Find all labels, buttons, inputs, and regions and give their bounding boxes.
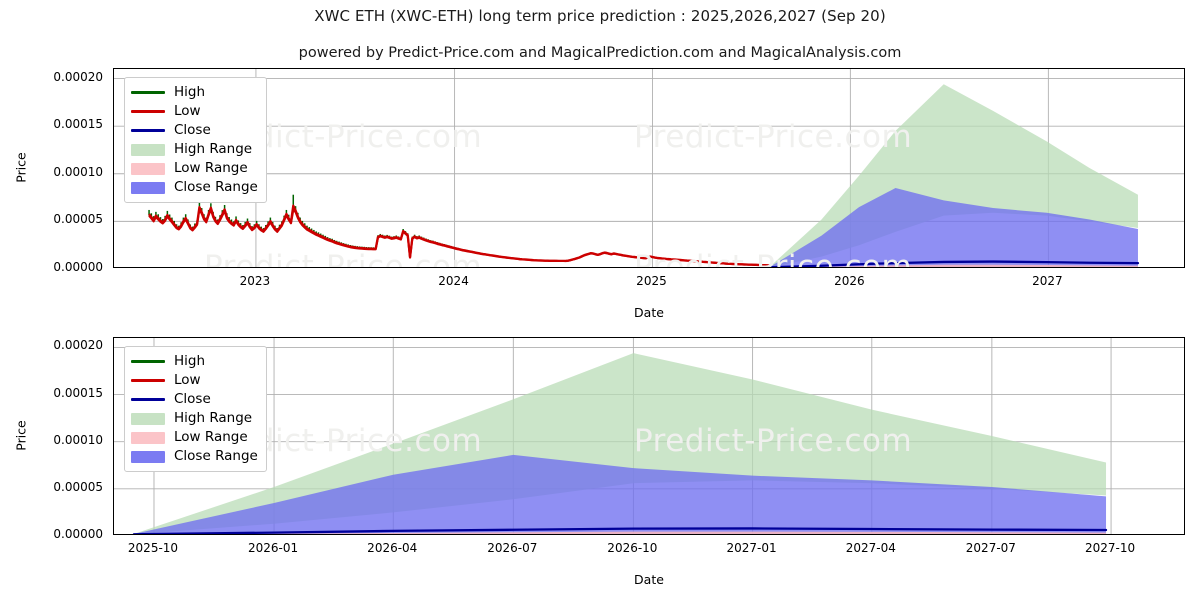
x-tick-label: 2026 [834, 274, 865, 288]
x-tick-label: 2027-01 [726, 541, 777, 555]
top-chart-x-axis-label: Date [634, 305, 664, 320]
legend-patch-swatch-icon [131, 143, 165, 156]
y-tick-label: 0.00020 [53, 69, 103, 84]
x-tick-label: 2026-01 [247, 541, 299, 555]
x-tick-label: 2025-10 [127, 541, 179, 555]
legend-item-label: Close [174, 121, 211, 138]
low-range-band [815, 264, 1138, 267]
top-chart-svg [114, 69, 1184, 267]
legend-item: High [131, 83, 258, 102]
y-tick-label: 0.00005 [53, 479, 103, 494]
y-tick-label: 0.00015 [53, 117, 103, 132]
legend-item: High [131, 352, 258, 371]
legend-patch-swatch-icon [131, 431, 165, 444]
legend-patch-swatch-icon [131, 450, 165, 463]
legend-item-label: Low [174, 371, 201, 388]
legend-item: Close [131, 121, 258, 140]
close-forecast-line [768, 260, 1140, 267]
top-chart-plot-area: Predict-Price.com Predict-Price.com Pred… [113, 68, 1185, 268]
bottom-chart-plot-area: Predict-Price.com Predict-Price.com High… [113, 337, 1185, 535]
low-range-band [225, 531, 1107, 534]
bottom-chart-svg [114, 338, 1184, 534]
historical-high-series [148, 194, 771, 266]
legend-patch-swatch-icon [131, 412, 165, 425]
x-tick-label: 2024 [438, 274, 469, 288]
legend-item: Low Range [131, 428, 258, 447]
y-tick-label: 0.00010 [53, 164, 103, 179]
historical-low-series [148, 204, 770, 267]
legend-item-label: High Range [174, 409, 253, 426]
page-subtitle: powered by Predict-Price.com and Magical… [298, 45, 902, 61]
bottom-chart-legend: High Low Close High Range Low Range Close Ran… [124, 346, 267, 472]
x-tick-label: 2027-10 [1084, 541, 1136, 555]
x-tick-label: 2027 [1032, 274, 1063, 288]
legend-item: Close Range [131, 178, 258, 197]
legend-line-swatch-icon [131, 87, 165, 99]
legend-item: Close Range [131, 447, 258, 466]
legend-item: High Range [131, 409, 258, 428]
legend-line-swatch-icon [131, 375, 165, 387]
close-range-band [769, 188, 1138, 267]
legend-item-label: Low Range [174, 428, 248, 445]
legend-item: Low [131, 371, 258, 390]
top-chart-legend: High Low Close High Range Low Range Close Ran… [124, 77, 267, 203]
close-range-band [133, 454, 1107, 534]
legend-line-swatch-icon [131, 356, 165, 368]
x-tick-label: 2025 [636, 274, 667, 288]
legend-item-label: Close [174, 390, 211, 407]
x-tick-label: 2026-04 [367, 541, 418, 555]
y-tick-label: 0.00020 [53, 338, 103, 353]
legend-line-swatch-icon [131, 394, 165, 406]
y-tick-label: 0.00015 [53, 385, 103, 400]
legend-item: Low [131, 102, 258, 121]
y-tick-label: 0.00000 [53, 527, 103, 541]
legend-item-label: High [174, 83, 206, 100]
close-forecast-line [132, 527, 1108, 534]
legend-item-label: High [174, 352, 206, 369]
legend-patch-swatch-icon [131, 162, 165, 175]
x-tick-label: 2023 [239, 274, 271, 288]
x-tick-label: 2027-04 [845, 541, 896, 555]
legend-patch-swatch-icon [131, 181, 165, 194]
x-tick-label: 2027-07 [965, 541, 1016, 555]
legend-item-label: Low [174, 102, 201, 119]
legend-item-label: High Range [174, 140, 253, 157]
x-tick-label: 2026-10 [607, 541, 658, 555]
legend-item: Close [131, 390, 258, 409]
page-title: XWC ETH (XWC-ETH) long term price predic… [314, 7, 886, 25]
y-tick-label: 0.00005 [53, 212, 103, 227]
bottom-chart-x-axis-label: Date [634, 572, 664, 587]
legend-line-swatch-icon [131, 106, 165, 118]
y-tick-label: 0.00010 [53, 432, 103, 447]
legend-line-swatch-icon [131, 125, 165, 137]
y-tick-label: 0.00000 [53, 260, 103, 274]
legend-item-label: Close Range [174, 178, 258, 195]
x-tick-label: 2026-07 [487, 541, 538, 555]
legend-item-label: Close Range [174, 447, 258, 464]
legend-item: Low Range [131, 159, 258, 178]
legend-item: High Range [131, 140, 258, 159]
legend-item-label: Low Range [174, 159, 248, 176]
